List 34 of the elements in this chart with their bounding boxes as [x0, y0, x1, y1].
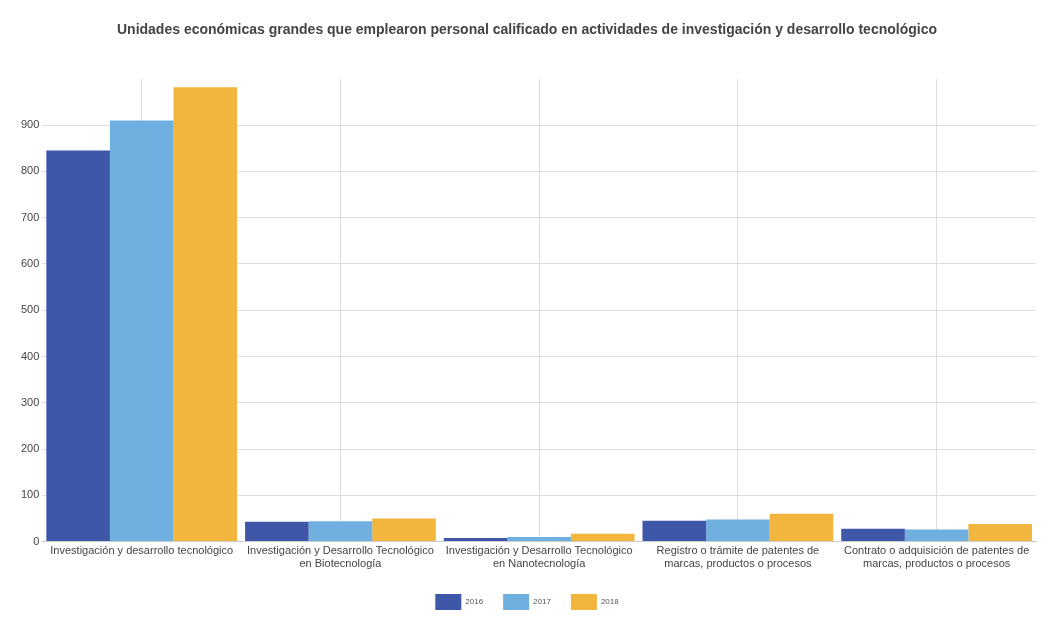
bar [642, 520, 707, 542]
bar [570, 533, 635, 542]
legend-label: 2016 [465, 597, 484, 607]
bar [46, 150, 110, 542]
y-tick-label: 500 [20, 303, 40, 316]
x-tick-label: Investigación y Desarrollo Tecnológico en Nanotecnología [445, 544, 633, 570]
y-tick-label: 900 [20, 118, 40, 131]
bar [769, 513, 834, 542]
bar [372, 518, 436, 542]
y-tick-label: 400 [20, 349, 40, 362]
bar [507, 536, 571, 542]
y-tick-label: 600 [20, 256, 40, 269]
y-tick-label: 200 [20, 442, 40, 455]
bar [308, 521, 373, 542]
y-tick-label: 700 [20, 210, 40, 223]
bar [443, 537, 508, 542]
y-tick-label: 100 [20, 488, 40, 501]
chart-title: Unidades económicas grandes que emplearon personal calificado en actividades de investigación y desarrollo tecnológico [116, 21, 938, 38]
bar [245, 521, 309, 542]
x-tick-label: Contrato o adquisición de patentes de marcas, productos o procesos [843, 544, 1030, 570]
bar [173, 87, 238, 542]
bar [706, 519, 770, 542]
y-tick-label: 300 [20, 395, 40, 408]
legend-label: 2017 [533, 597, 552, 607]
x-tick-label: Registro o trámite de patentes de marcas, productos o procesos [656, 544, 820, 570]
bar [968, 524, 1033, 542]
bar [904, 529, 969, 542]
y-tick-label: 0 [33, 534, 40, 547]
bar [841, 528, 905, 542]
legend-label: 2018 [600, 597, 620, 607]
x-tick-label: Investigación y Desarrollo Tecnológico en Biotecnología [246, 544, 434, 570]
x-tick-label: Investigación y desarrollo tecnológico [50, 544, 234, 557]
bar [109, 120, 174, 542]
y-tick-label: 800 [20, 164, 40, 177]
